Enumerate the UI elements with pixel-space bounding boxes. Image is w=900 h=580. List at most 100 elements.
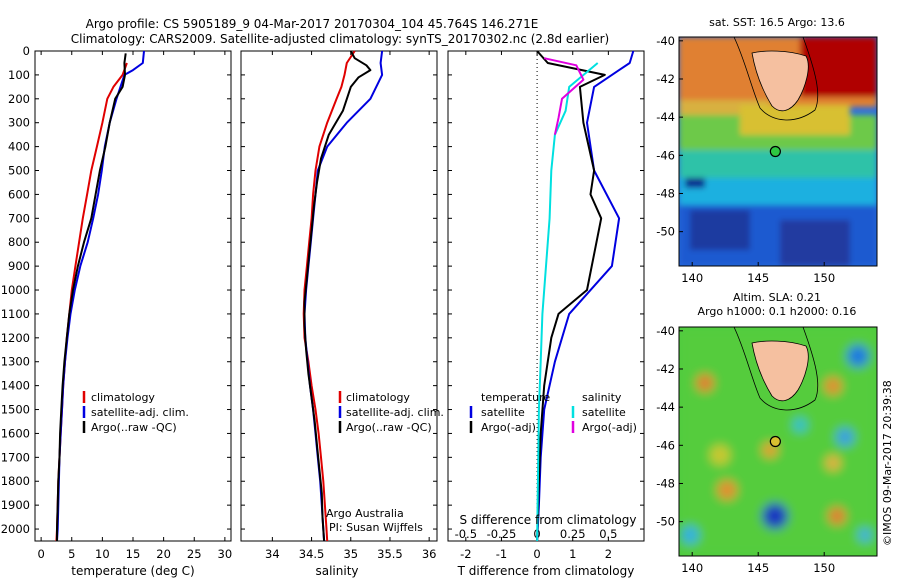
map-y-tick-label: -50	[656, 515, 675, 529]
credit-text: ©IMOS 09-Mar-2017 20:39:38	[881, 380, 894, 546]
map-y-tick-label: -50	[656, 225, 675, 239]
x-tick-label: 0	[37, 547, 44, 561]
x-tick-label: 5	[68, 547, 75, 561]
series-line-salinity-satellite	[536, 62, 599, 542]
series-line-salinity-argo-adj	[543, 57, 585, 135]
temperature-legend: climatology satellite-adj. clim. Argo(..…	[82, 391, 189, 434]
sla-map-title-line1: Altim. SLA: 0.21	[733, 291, 821, 304]
x-tick-label: 2	[605, 547, 612, 561]
salinity-chart: 34 34.5 35 35.5 36	[241, 50, 437, 561]
y-tick-label: 1300	[1, 355, 30, 369]
map-y-tick-label: -44	[656, 110, 675, 124]
x-tick-label: -1	[496, 547, 507, 561]
legend-label-satellite: satellite-adj. clim.	[346, 406, 444, 419]
legend-label-salinity-satellite: satellite	[582, 406, 626, 419]
difference-chart: -2 -1 0 1 2-0.5 -0.25 0 0.25 0.5	[448, 50, 644, 561]
legend-label-salinity-argo: Argo(-adj)	[582, 421, 637, 434]
legend-label-temperature-satellite: satellite	[481, 406, 525, 419]
y-tick-label: 1000	[1, 283, 30, 297]
sla-argo-marker	[769, 435, 781, 448]
y-tick-label: 1800	[1, 474, 30, 488]
top-x-tick-label: 0.25	[560, 527, 586, 541]
temperature-chart: 0100200300400500600700800900100011001200…	[1, 44, 232, 561]
y-tick-label: 2000	[1, 522, 30, 536]
x-tick-label: 20	[156, 547, 171, 561]
map-y-tick-label: -46	[656, 148, 675, 162]
difference-legend: temperature satellite Argo(-adj) salinit…	[469, 391, 637, 434]
top-x-tick-label: 0.5	[599, 527, 617, 541]
map-y-tick-label: -48	[656, 476, 675, 490]
y-tick-label: 1700	[1, 450, 30, 464]
map-y-tick-label: -40	[656, 34, 675, 48]
temperature-xlabel: temperature (deg C)	[71, 564, 194, 578]
salinity-plot-area	[240, 50, 438, 542]
series-line-argo-raw-qc	[303, 50, 372, 542]
series-line-argo-raw-qc	[56, 53, 127, 541]
annotation-argo-australia: Argo Australia	[326, 507, 404, 520]
x-tick-label: 35.5	[377, 547, 403, 561]
map-x-tick-label: 140	[681, 271, 703, 285]
x-tick-label: 34	[265, 547, 280, 561]
x-tick-label: 0	[533, 547, 540, 561]
legend-label-climatology: climatology	[91, 391, 155, 404]
map-x-tick-label: 145	[747, 561, 769, 575]
y-tick-label: 300	[8, 116, 30, 130]
y-tick-label: 600	[8, 187, 30, 201]
legend-label-argo: Argo(..raw -QC)	[346, 421, 432, 434]
y-tick-label: 900	[8, 259, 30, 273]
series-line-temperature-argo-adj	[536, 50, 606, 542]
y-tick-label: 500	[8, 164, 30, 178]
x-tick-label: 30	[218, 547, 233, 561]
figure-title-line1: Argo profile: CS 5905189_9 04-Mar-2017 2…	[86, 17, 539, 31]
map-y-tick-label: -46	[656, 438, 675, 452]
legend-label-temperature-argo: Argo(-adj)	[481, 421, 536, 434]
x-tick-label: 36	[422, 547, 437, 561]
map-x-tick-label: 150	[813, 271, 835, 285]
map-x-tick-label: 140	[681, 561, 703, 575]
top-x-tick-label: -0.5	[455, 527, 477, 541]
map-y-tick-label: -44	[656, 400, 675, 414]
y-tick-label: 700	[8, 211, 30, 225]
x-tick-label: 1	[569, 547, 576, 561]
difference-top-xlabel: S difference from climatology	[460, 513, 637, 527]
difference-xlabel: T difference from climatology	[457, 564, 635, 578]
y-tick-label: 1600	[1, 426, 30, 440]
series-line-climatology	[302, 50, 356, 542]
sla-map-title-line2: Argo h1000: 0.1 h2000: 0.16	[698, 305, 857, 318]
y-tick-label: 800	[8, 235, 30, 249]
map-y-tick-label: -40	[656, 324, 675, 338]
x-tick-label: -2	[460, 547, 471, 561]
series-line-satellite-adj-clim	[56, 50, 145, 542]
sst-map: sat. SST: 16.5 Argo: 13.6 -40 -42 -44 -46 -4…	[656, 16, 878, 285]
difference-plot-area	[447, 50, 645, 542]
series-line-satellite-adj-clim	[303, 50, 384, 542]
legend-title-salinity: salinity	[582, 391, 622, 404]
map-y-tick-label: -42	[656, 72, 675, 86]
y-tick-label: 0	[23, 44, 30, 58]
sla-map: Altim. SLA: 0.21 Argo h1000: 0.1 h2000: …	[656, 291, 878, 575]
y-tick-label: 1400	[1, 379, 30, 393]
annotation-pi: PI: Susan Wijffels	[329, 521, 423, 534]
temperature-plot-area	[34, 50, 232, 542]
series-line-climatology	[55, 62, 128, 542]
y-tick-label: 1900	[1, 498, 30, 512]
legend-label-climatology: climatology	[346, 391, 410, 404]
x-tick-label: 15	[126, 547, 141, 561]
sst-argo-marker	[769, 145, 781, 158]
map-y-tick-label: -48	[656, 186, 675, 200]
map-x-tick-label: 150	[813, 561, 835, 575]
salinity-legend: climatology satellite-adj. clim. Argo(..…	[338, 391, 444, 434]
salinity-xlabel: salinity	[315, 564, 358, 578]
legend-label-satellite: satellite-adj. clim.	[91, 406, 189, 419]
y-tick-label: 1500	[1, 403, 30, 417]
y-tick-label: 400	[8, 140, 30, 154]
map-y-tick-label: -42	[656, 362, 675, 376]
y-tick-label: 1100	[1, 307, 30, 321]
map-x-tick-label: 145	[747, 271, 769, 285]
top-x-tick-label: -0.25	[487, 527, 517, 541]
figure-title-line2: Climatology: CARS2009. Satellite-adjuste…	[71, 32, 609, 46]
y-tick-label: 200	[8, 92, 30, 106]
x-tick-label: 34.5	[299, 547, 325, 561]
y-tick-label: 1200	[1, 331, 30, 345]
